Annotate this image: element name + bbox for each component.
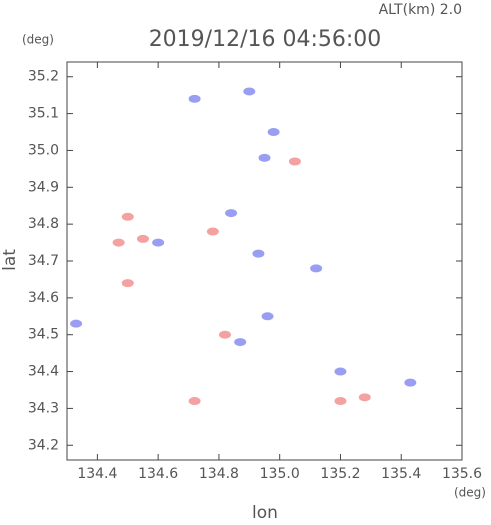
y-tick-label: 34.7 [28, 253, 59, 269]
y-unit: (deg) [22, 33, 54, 47]
echo-patch [234, 338, 247, 347]
echo-patch [225, 209, 238, 218]
echo-patch [358, 393, 371, 402]
echo-patch [404, 378, 417, 387]
echo-patch [121, 212, 134, 221]
echo-patch [121, 279, 134, 288]
echo-patch [310, 264, 323, 273]
plot-frame [66, 61, 463, 461]
echo-patch [334, 367, 347, 376]
x-tick-label: 135.2 [320, 466, 360, 482]
echo-patch [258, 153, 271, 162]
echo-patch [206, 227, 219, 236]
y-tick-label: 35.2 [28, 69, 59, 85]
echo-patch [219, 330, 231, 339]
echo-patch [261, 312, 274, 321]
echo-patch [136, 234, 149, 243]
echo-patch [267, 128, 280, 137]
y-tick-label: 34.8 [28, 216, 59, 232]
x-tick-label: 134.6 [138, 466, 178, 482]
y-tick-label: 34.4 [28, 364, 59, 380]
y-tick-label: 34.2 [28, 437, 59, 453]
y-axis-label: lat [0, 249, 20, 271]
x-tick-label: 134.4 [77, 466, 117, 482]
chart-title: 2019/12/16 04:56:00 [149, 27, 382, 52]
echo-patch [188, 94, 201, 103]
echo-patch [152, 238, 165, 247]
echo-patch [112, 238, 125, 247]
echo-patch [243, 87, 256, 96]
x-tick-label: 135.6 [442, 466, 482, 482]
y-tick-label: 34.9 [28, 179, 59, 195]
echo-patch [70, 319, 83, 328]
echo-patch [288, 157, 301, 166]
x-unit: (deg) [454, 486, 486, 500]
echo-patch [252, 249, 265, 258]
x-tick-label: 135.4 [381, 466, 421, 482]
echo-patch [188, 397, 201, 406]
y-tick-label: 34.3 [28, 400, 59, 416]
y-tick-label: 35.1 [28, 106, 59, 122]
echo-patch [334, 397, 347, 406]
y-tick-label: 34.6 [28, 290, 59, 306]
x-tick-label: 135.0 [260, 466, 300, 482]
altitude-label: ALT(km) 2.0 [379, 2, 462, 18]
x-tick-label: 134.8 [199, 466, 239, 482]
y-tick-label: 35.0 [28, 142, 59, 158]
y-tick-label: 34.5 [28, 327, 59, 343]
x-axis-label: lon [252, 503, 278, 521]
